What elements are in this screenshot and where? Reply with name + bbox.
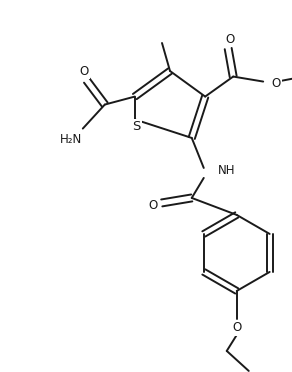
Text: O: O (225, 33, 235, 46)
Text: O: O (271, 77, 280, 90)
Text: O: O (148, 199, 157, 212)
Text: S: S (133, 120, 141, 133)
Text: H₂N: H₂N (60, 133, 82, 146)
Text: O: O (79, 65, 88, 78)
Text: NH: NH (218, 164, 235, 177)
Text: O: O (232, 321, 241, 334)
